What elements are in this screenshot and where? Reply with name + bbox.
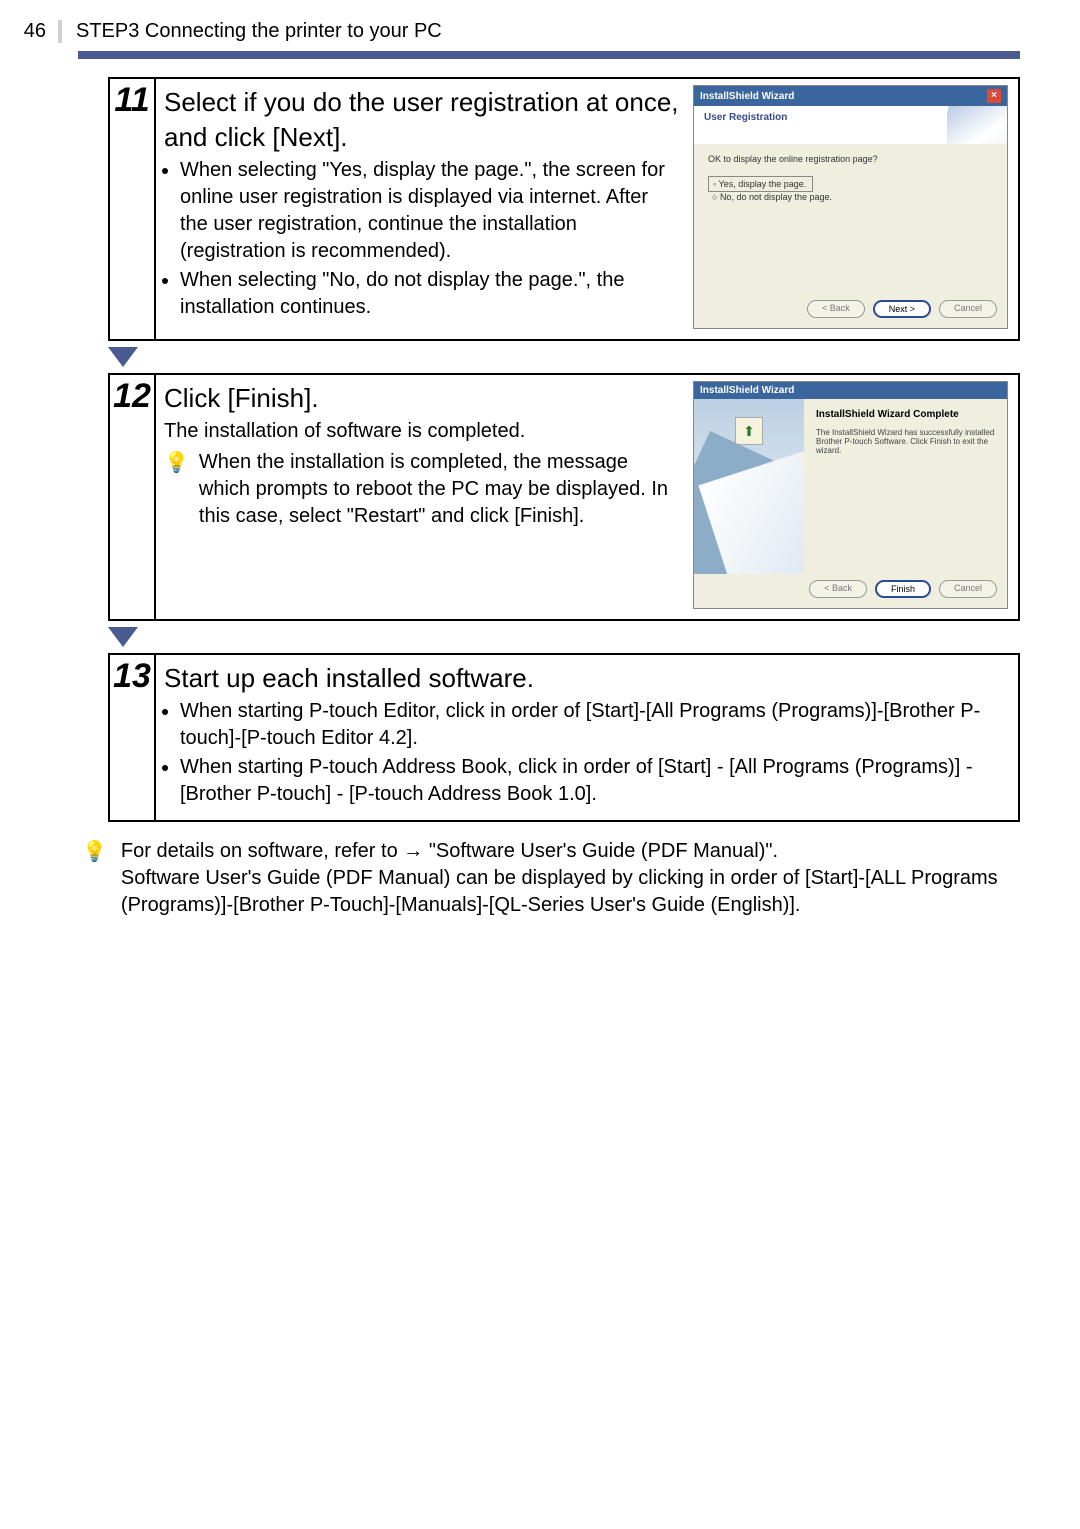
arrow-right-icon: → [403, 840, 423, 862]
dialog-side-graphic: ⬆ [694, 399, 804, 574]
dialog-prompt: OK to display the online registration pa… [708, 154, 993, 164]
back-button[interactable]: < Back [807, 300, 865, 318]
dialog-title: InstallShield Wizard [700, 385, 794, 396]
steps-list: 11 Select if you do the user registratio… [108, 77, 1020, 822]
page-footnote: 💡 For details on software, refer to → "S… [82, 838, 1020, 919]
cancel-button[interactable]: Cancel [939, 300, 997, 318]
arrow-down-icon [108, 627, 1020, 647]
bullet: When selecting "Yes, display the page.",… [180, 157, 681, 265]
setup-cube-icon: ⬆ [735, 417, 763, 445]
step-number: 11 [110, 79, 156, 339]
bullet: When selecting "No, do not display the p… [180, 267, 681, 321]
step-11: 11 Select if you do the user registratio… [108, 77, 1020, 341]
vertical-rule [58, 20, 62, 43]
registration-dialog: InstallShield Wizard × User Registration… [693, 85, 1008, 329]
page: 46 STEP3 Connecting the printer to your … [0, 0, 1080, 939]
lightbulb-icon: 💡 [82, 838, 107, 919]
close-icon[interactable]: × [987, 89, 1001, 103]
step-title: Click [Finish]. [164, 381, 681, 416]
radio-label: Yes, display the page. [719, 179, 807, 189]
footnote-link: "Software User's Guide (PDF Manual)". [429, 840, 778, 862]
bullet: When starting P-touch Editor, click in o… [180, 698, 1008, 752]
step-subtext: The installation of software is complete… [164, 418, 681, 445]
section-title: STEP3 Connecting the printer to your PC [76, 20, 1020, 43]
footnote-text: Software User's Guide (PDF Manual) can b… [121, 867, 998, 916]
footnote-text: For details on software, refer to [121, 840, 403, 862]
dialog-banner: User Registration [694, 106, 1007, 144]
step-number: 13 [110, 655, 156, 820]
arrow-down-icon [108, 347, 1020, 367]
step-12: 12 Click [Finish]. The installation of s… [108, 373, 1020, 621]
back-button[interactable]: < Back [809, 580, 867, 598]
page-header: 46 STEP3 Connecting the printer to your … [20, 20, 1020, 43]
step-note: When the installation is completed, the … [199, 449, 681, 530]
page-number: 46 [20, 20, 58, 43]
dialog-titlebar: InstallShield Wizard [694, 382, 1007, 399]
banner-graphic [947, 106, 1007, 144]
lightbulb-icon: 💡 [164, 449, 189, 473]
dialog-titlebar: InstallShield Wizard × [694, 86, 1007, 106]
step-number: 12 [110, 375, 156, 619]
step-title: Select if you do the user registration a… [164, 85, 681, 155]
radio-label: No, do not display the page. [720, 192, 832, 202]
step-title: Start up each installed software. [164, 661, 1008, 696]
cancel-button[interactable]: Cancel [939, 580, 997, 598]
next-button[interactable]: Next > [873, 300, 931, 318]
dialog-message: The InstallShield Wizard has successfull… [816, 428, 995, 455]
radio-option-no[interactable]: ○ No, do not display the page. [708, 190, 838, 204]
step-bullets: When starting P-touch Editor, click in o… [164, 698, 1008, 808]
finish-button[interactable]: Finish [875, 580, 931, 598]
finish-dialog: InstallShield Wizard ⬆ InstallShield Wiz… [693, 381, 1008, 609]
dialog-heading: InstallShield Wizard Complete [816, 409, 995, 420]
step-13: 13 Start up each installed software. Whe… [108, 653, 1020, 822]
dialog-title: InstallShield Wizard [700, 91, 794, 102]
bullet: When starting P-touch Address Book, clic… [180, 754, 1008, 808]
step-bullets: When selecting "Yes, display the page.",… [164, 157, 681, 321]
accent-bar [78, 51, 1020, 59]
